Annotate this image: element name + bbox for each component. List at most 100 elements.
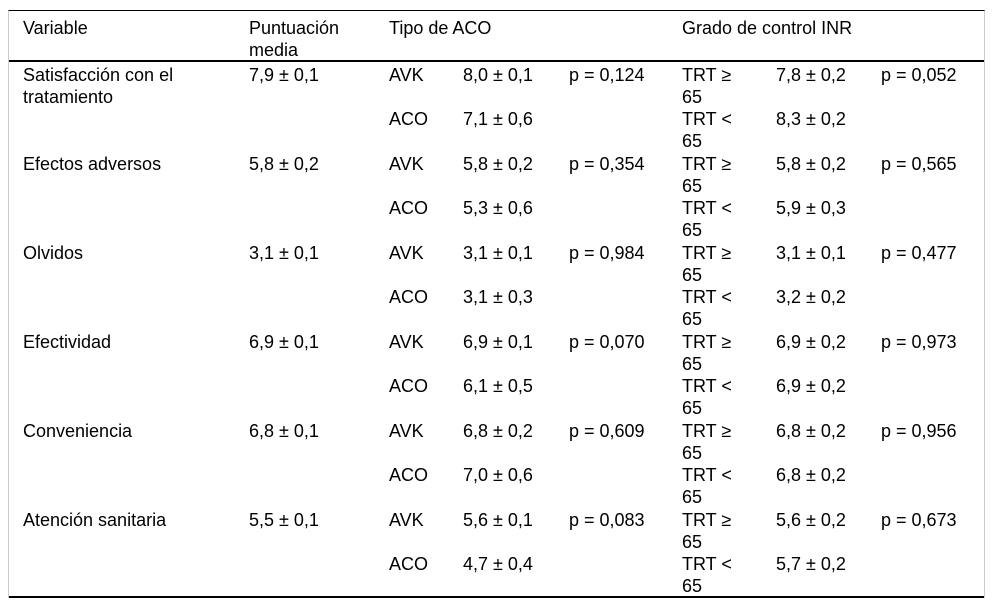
tipo-label-stack: AVK ACO: [389, 64, 463, 151]
media-value: 7,9 ± 0,1: [249, 65, 319, 85]
tipo-p-stack: p = 0,124: [569, 64, 682, 151]
table-row: Atención sanitaria 5,5 ± 0,1 AVK ACO 5,6…: [9, 507, 984, 596]
inr-p-value: [881, 197, 974, 240]
tipo-value-stack: 5,8 ± 0,2 5,3 ± 0,6: [463, 153, 569, 240]
tipo-value-stack: 3,1 ± 0,1 3,1 ± 0,3: [463, 242, 569, 329]
tipo-p-value: p = 0,124: [569, 65, 645, 85]
inr-label-stack: TRT ≥ 65 TRT < 65: [682, 64, 776, 151]
inr-p-value: p = 0,956: [881, 421, 957, 441]
inr-p-stack: p = 0,565: [881, 153, 984, 240]
inr-group-label: TRT < 65: [682, 109, 732, 151]
inr-value: 6,9 ± 0,2: [776, 376, 846, 396]
inr-group-label: TRT ≥ 65: [682, 332, 732, 374]
tipo-value: 5,6 ± 0,1: [463, 510, 533, 530]
tipo-value-stack: 8,0 ± 0,1 7,1 ± 0,6: [463, 64, 569, 151]
inr-value: 5,9 ± 0,3: [776, 198, 846, 218]
inr-label-stack: TRT ≥ 65 TRT < 65: [682, 331, 776, 418]
variable-name: Olvidos: [23, 243, 84, 263]
inr-value: 5,7 ± 0,2: [776, 554, 846, 574]
tipo-value: 7,1 ± 0,6: [463, 109, 533, 129]
inr-value-stack: 6,8 ± 0,2 6,8 ± 0,2: [776, 420, 881, 507]
tipo-value-stack: 6,9 ± 0,1 6,1 ± 0,5: [463, 331, 569, 418]
tipo-value: 6,8 ± 0,2: [463, 421, 533, 441]
tipo-label: AVK: [389, 154, 424, 174]
tipo-p-value: [569, 197, 672, 240]
col-header-grado-control-inr: Grado de control INR: [682, 18, 853, 38]
inr-label-stack: TRT ≥ 65 TRT < 65: [682, 153, 776, 240]
table-body: Satisfacción con el tratamiento 7,9 ± 0,…: [9, 62, 984, 598]
results-table: Variable Puntuación media Tipo de ACO Gr…: [8, 10, 985, 598]
tipo-label: AVK: [389, 421, 424, 441]
tipo-p-stack: p = 0,609: [569, 420, 682, 507]
inr-group-label: TRT ≥ 65: [682, 421, 732, 463]
media-value: 6,8 ± 0,1: [249, 421, 319, 441]
media-value: 5,8 ± 0,2: [249, 154, 319, 174]
inr-group-label: TRT < 65: [682, 465, 732, 507]
inr-value-stack: 5,8 ± 0,2 5,9 ± 0,3: [776, 153, 881, 240]
tipo-value-stack: 6,8 ± 0,2 7,0 ± 0,6: [463, 420, 569, 507]
media-value: 5,5 ± 0,1: [249, 510, 319, 530]
inr-group-label: TRT < 65: [682, 554, 732, 596]
inr-value: 6,8 ± 0,2: [776, 465, 846, 485]
inr-label-stack: TRT ≥ 65 TRT < 65: [682, 509, 776, 596]
tipo-p-value: [569, 464, 672, 507]
inr-p-stack: p = 0,956: [881, 420, 984, 507]
tipo-label-stack: AVK ACO: [389, 509, 463, 596]
tipo-label: AVK: [389, 65, 424, 85]
tipo-p-value: p = 0,083: [569, 510, 645, 530]
col-header-puntuacion-media: Puntuación media: [249, 18, 340, 60]
table-row: Conveniencia 6,8 ± 0,1 AVK ACO 6,8 ± 0,2…: [9, 418, 984, 507]
inr-value: 5,6 ± 0,2: [776, 510, 846, 530]
inr-value-stack: 7,8 ± 0,2 8,3 ± 0,2: [776, 64, 881, 151]
inr-p-stack: p = 0,052: [881, 64, 984, 151]
inr-group-label: TRT ≥ 65: [682, 510, 732, 552]
inr-label-stack: TRT ≥ 65 TRT < 65: [682, 420, 776, 507]
tipo-label: AVK: [389, 332, 424, 352]
inr-value: 7,8 ± 0,2: [776, 65, 846, 85]
col-header-variable: Variable: [23, 18, 88, 38]
tipo-value: 6,1 ± 0,5: [463, 376, 533, 396]
inr-value: 3,1 ± 0,1: [776, 243, 846, 263]
table-row: Satisfacción con el tratamiento 7,9 ± 0,…: [9, 62, 984, 151]
tipo-label: ACO: [389, 198, 429, 218]
inr-group-label: TRT < 65: [682, 198, 732, 240]
tipo-label: AVK: [389, 243, 424, 263]
inr-value: 5,8 ± 0,2: [776, 154, 846, 174]
tipo-p-stack: p = 0,083: [569, 509, 682, 596]
variable-name: Efectividad: [23, 332, 112, 352]
tipo-p-stack: p = 0,070: [569, 331, 682, 418]
tipo-label: ACO: [389, 554, 429, 574]
inr-group-label: TRT ≥ 65: [682, 154, 732, 196]
tipo-label-stack: AVK ACO: [389, 331, 463, 418]
table-row: Efectividad 6,9 ± 0,1 AVK ACO 6,9 ± 0,1 …: [9, 329, 984, 418]
inr-value: 3,2 ± 0,2: [776, 287, 846, 307]
inr-value: 6,9 ± 0,2: [776, 332, 846, 352]
tipo-label-stack: AVK ACO: [389, 242, 463, 329]
inr-group-label: TRT < 65: [682, 376, 732, 418]
tipo-p-value: p = 0,984: [569, 243, 645, 263]
tipo-p-value: [569, 375, 672, 418]
inr-p-value: p = 0,565: [881, 154, 957, 174]
inr-p-value: [881, 375, 974, 418]
inr-value-stack: 3,1 ± 0,1 3,2 ± 0,2: [776, 242, 881, 329]
inr-p-value: [881, 286, 974, 329]
inr-p-value: p = 0,477: [881, 243, 957, 263]
tipo-value: 7,0 ± 0,6: [463, 465, 533, 485]
variable-name: Satisfacción con el tratamiento: [23, 65, 174, 107]
tipo-p-value: [569, 286, 672, 329]
table-row: Efectos adversos 5,8 ± 0,2 AVK ACO 5,8 ±…: [9, 151, 984, 240]
tipo-label: ACO: [389, 376, 429, 396]
inr-p-value: p = 0,673: [881, 510, 957, 530]
inr-p-value: [881, 108, 974, 151]
inr-p-stack: p = 0,973: [881, 331, 984, 418]
tipo-value-stack: 5,6 ± 0,1 4,7 ± 0,4: [463, 509, 569, 596]
tipo-value: 6,9 ± 0,1: [463, 332, 533, 352]
tipo-value: 8,0 ± 0,1: [463, 65, 533, 85]
inr-value-stack: 5,6 ± 0,2 5,7 ± 0,2: [776, 509, 881, 596]
media-value: 3,1 ± 0,1: [249, 243, 319, 263]
tipo-p-value: p = 0,609: [569, 421, 645, 441]
inr-value: 8,3 ± 0,2: [776, 109, 846, 129]
variable-name: Atención sanitaria: [23, 510, 167, 530]
variable-name: Conveniencia: [23, 421, 133, 441]
inr-p-value: [881, 553, 974, 596]
